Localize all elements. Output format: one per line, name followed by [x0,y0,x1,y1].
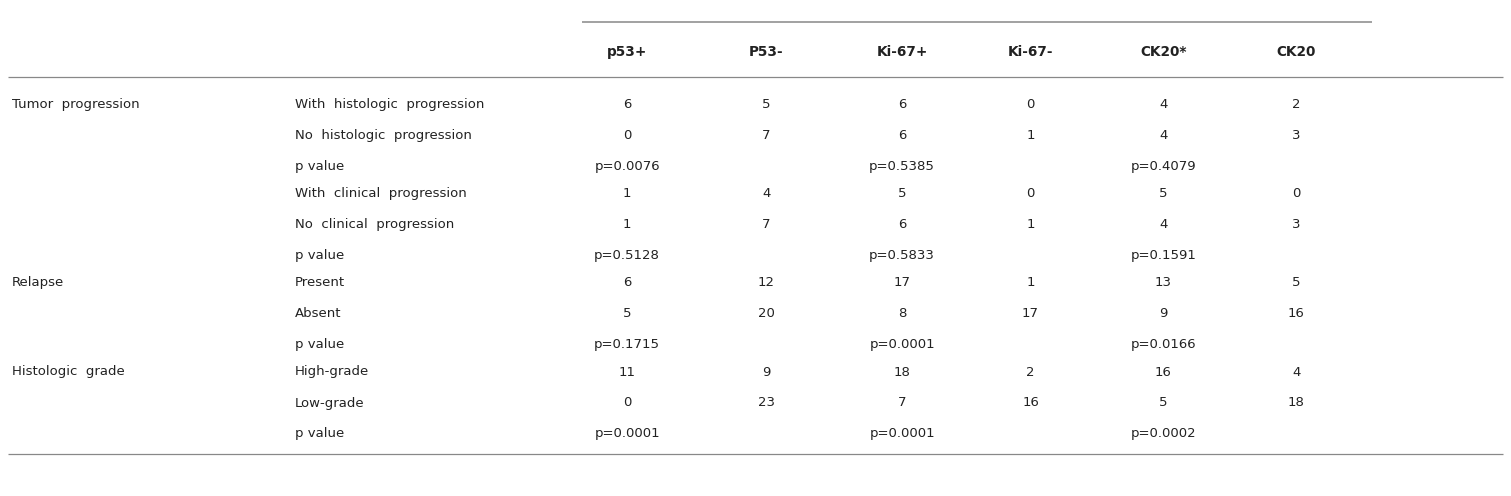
Text: 3: 3 [1292,128,1301,142]
Text: p=0.5833: p=0.5833 [869,249,935,262]
Text: 2: 2 [1292,98,1301,111]
Text: 6: 6 [898,128,907,142]
Text: 0: 0 [1026,187,1035,200]
Text: p value: p value [295,160,345,173]
Text: 0: 0 [623,396,632,410]
Text: 8: 8 [898,307,907,320]
Text: 18: 18 [1287,396,1306,410]
Text: Relapse: Relapse [12,276,65,289]
Text: p=0.4079: p=0.4079 [1130,160,1197,173]
Text: 20: 20 [757,307,775,320]
Text: No  histologic  progression: No histologic progression [295,128,471,142]
Text: With  histologic  progression: With histologic progression [295,98,484,111]
Text: 9: 9 [762,366,771,378]
Text: With  clinical  progression: With clinical progression [295,187,467,200]
Text: p value: p value [295,428,345,440]
Text: Tumor  progression: Tumor progression [12,98,139,111]
Text: Ki-67-: Ki-67- [1008,45,1053,59]
Text: 13: 13 [1154,276,1173,289]
Text: 4: 4 [1292,366,1301,378]
Text: p=0.0001: p=0.0001 [869,428,935,440]
Text: p=0.5128: p=0.5128 [594,249,660,262]
Text: CK20: CK20 [1277,45,1316,59]
Text: 6: 6 [898,98,907,111]
Text: No  clinical  progression: No clinical progression [295,218,453,231]
Text: 6: 6 [898,218,907,231]
Text: 17: 17 [893,276,911,289]
Text: p=0.0076: p=0.0076 [594,160,660,173]
Text: Ki-67+: Ki-67+ [876,45,928,59]
Text: p=0.0001: p=0.0001 [869,338,935,351]
Text: 4: 4 [1159,98,1168,111]
Text: 1: 1 [1026,276,1035,289]
Text: 1: 1 [1026,218,1035,231]
Text: 3: 3 [1292,218,1301,231]
Text: Present: Present [295,276,345,289]
Text: 7: 7 [762,128,771,142]
Text: 6: 6 [623,98,632,111]
Text: 4: 4 [762,187,771,200]
Text: 1: 1 [623,218,632,231]
Text: 5: 5 [1292,276,1301,289]
Text: 16: 16 [1154,366,1173,378]
Text: 7: 7 [898,396,907,410]
Text: 5: 5 [762,98,771,111]
Text: 1: 1 [623,187,632,200]
Text: 23: 23 [757,396,775,410]
Text: P53-: P53- [749,45,783,59]
Text: p=0.0166: p=0.0166 [1130,338,1197,351]
Text: p=0.1591: p=0.1591 [1130,249,1197,262]
Text: 1: 1 [1026,128,1035,142]
Text: CK20*: CK20* [1141,45,1186,59]
Text: 0: 0 [1026,98,1035,111]
Text: 11: 11 [618,366,636,378]
Text: Low-grade: Low-grade [295,396,364,410]
Text: p=0.0002: p=0.0002 [1130,428,1197,440]
Text: Absent: Absent [295,307,341,320]
Text: 5: 5 [623,307,632,320]
Text: p53+: p53+ [607,45,647,59]
Text: p=0.5385: p=0.5385 [869,160,935,173]
Text: 16: 16 [1021,396,1040,410]
Text: 4: 4 [1159,128,1168,142]
Text: p value: p value [295,338,345,351]
Text: 4: 4 [1159,218,1168,231]
Text: Histologic  grade: Histologic grade [12,366,125,378]
Text: p value: p value [295,249,345,262]
Text: 5: 5 [1159,187,1168,200]
Text: 5: 5 [1159,396,1168,410]
Text: 6: 6 [623,276,632,289]
Text: 9: 9 [1159,307,1168,320]
Text: p=0.1715: p=0.1715 [594,338,660,351]
Text: 7: 7 [762,218,771,231]
Text: 0: 0 [623,128,632,142]
Text: 17: 17 [1021,307,1040,320]
Text: 18: 18 [893,366,911,378]
Text: p=0.0001: p=0.0001 [594,428,660,440]
Text: 16: 16 [1287,307,1306,320]
Text: 0: 0 [1292,187,1301,200]
Text: 2: 2 [1026,366,1035,378]
Text: 5: 5 [898,187,907,200]
Text: 12: 12 [757,276,775,289]
Text: High-grade: High-grade [295,366,369,378]
